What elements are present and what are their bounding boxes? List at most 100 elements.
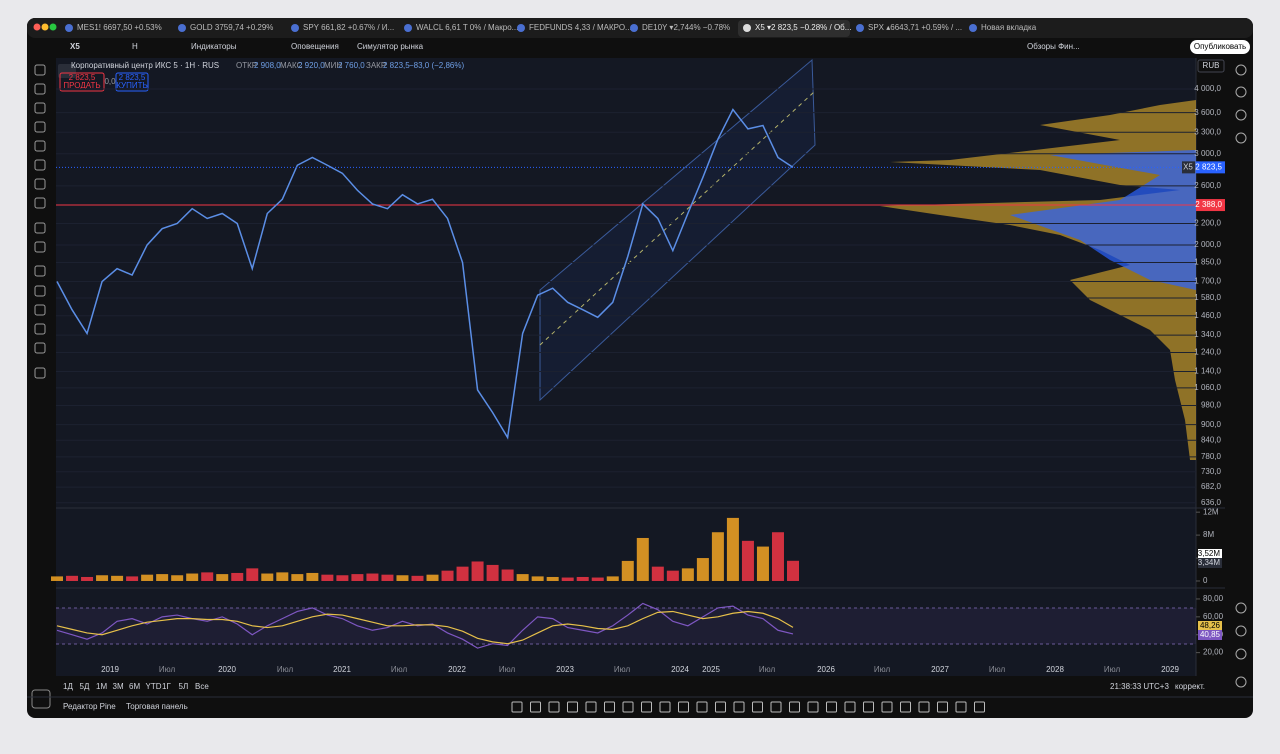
draw-tool-icon[interactable] (622, 701, 634, 713)
draw-tool-icon[interactable] (511, 701, 523, 713)
volume-bar (741, 540, 754, 581)
draw-tool-icon[interactable] (567, 701, 578, 713)
range-button[interactable]: 1Г (162, 682, 171, 691)
draw-tool-icon[interactable] (678, 701, 689, 713)
draw-tool-icon[interactable] (770, 701, 782, 713)
panel-tab[interactable]: Торговая панель (126, 702, 188, 711)
tab-bar (27, 18, 1253, 38)
range-button[interactable]: 6М (129, 682, 140, 691)
drawing-tool[interactable] (34, 140, 46, 152)
currency[interactable]: RUB (1203, 61, 1220, 70)
sidebar-icon[interactable] (1235, 676, 1247, 688)
panel-tab[interactable]: Редактор Pine (63, 702, 116, 711)
y-tick-label: 4 000,0 (1194, 84, 1221, 93)
x-tick-label: 2024 (671, 665, 689, 674)
drawing-tool[interactable] (34, 102, 46, 114)
draw-tool-icon[interactable] (715, 701, 726, 713)
drawing-tool[interactable] (34, 222, 46, 234)
draw-tool-icon[interactable] (881, 701, 893, 713)
range-button[interactable]: 1М (96, 682, 107, 691)
range-button[interactable]: 5Л (179, 682, 189, 691)
rsi-tick-label: 80,00 (1203, 594, 1224, 603)
level-label: 2 388,0 (1195, 200, 1222, 209)
volume-bar (561, 577, 574, 581)
drawing-tool[interactable] (34, 83, 46, 95)
overviews-button[interactable]: Обзоры Фин... (1027, 42, 1080, 51)
drawing-tool[interactable] (34, 159, 46, 171)
y-tick-label: 840,0 (1201, 435, 1222, 444)
sidebar-icon[interactable] (1235, 64, 1247, 76)
draw-tool-icon[interactable] (863, 701, 874, 713)
drawing-tool[interactable] (34, 197, 46, 209)
volume-bar (681, 568, 694, 581)
draw-tool-icon[interactable] (974, 701, 985, 713)
favorites[interactable] (31, 689, 51, 709)
draw-tool-icon[interactable] (918, 701, 930, 713)
drawing-tool[interactable] (34, 121, 46, 133)
sidebar-icon[interactable] (1235, 86, 1247, 98)
ohlc-low-label: МИН (324, 61, 342, 70)
publish-button[interactable] (1190, 40, 1250, 54)
publish-label[interactable]: Опубликовать (1194, 42, 1246, 51)
y-tick-label: 980,0 (1201, 401, 1222, 410)
draw-tool-icon[interactable] (789, 701, 800, 713)
draw-tool-icon[interactable] (696, 701, 708, 713)
drawing-tool[interactable] (34, 265, 46, 277)
last-price-tag (1196, 161, 1225, 174)
draw-tool-icon[interactable] (659, 701, 671, 713)
alerts-button[interactable]: Оповещения (291, 42, 339, 51)
symbol-search[interactable]: X5 (70, 42, 80, 51)
active-tab[interactable] (738, 20, 850, 37)
sidebar-icon[interactable] (1235, 625, 1247, 637)
indicators-button[interactable]: Индикаторы (191, 42, 237, 51)
drawing-tool[interactable] (34, 241, 46, 253)
volume-tick-label: 0 (1203, 576, 1208, 585)
replay-button[interactable]: Симулятор рынка (357, 42, 424, 51)
drawing-tool[interactable] (34, 285, 46, 297)
draw-tool-icon[interactable] (937, 701, 948, 713)
draw-tool-icon[interactable] (641, 701, 652, 713)
drawing-tool[interactable] (34, 64, 46, 76)
draw-tool-icon[interactable] (844, 701, 856, 713)
draw-tool-icon[interactable] (752, 701, 763, 713)
volume-bar (726, 517, 739, 581)
parallel-channel[interactable] (539, 58, 816, 402)
range-button[interactable]: Все (195, 682, 209, 691)
sell-button[interactable] (59, 72, 105, 92)
drawing-tool[interactable] (34, 304, 46, 316)
buy-price: 2 823,5 (119, 73, 146, 82)
drawing-tool[interactable] (34, 342, 46, 354)
range-button[interactable]: YTD (146, 682, 162, 691)
draw-tool-icon[interactable] (807, 701, 819, 713)
draw-tool-icon[interactable] (604, 701, 615, 713)
volume-value-tag (1198, 549, 1222, 559)
draw-tool-icon[interactable] (733, 701, 745, 713)
close-dot[interactable] (33, 23, 41, 31)
sidebar-icon[interactable] (1235, 602, 1247, 614)
drawing-tool[interactable] (34, 323, 46, 335)
currency-box[interactable] (1197, 59, 1225, 73)
cursor-tool[interactable] (58, 64, 76, 78)
draw-tool-icon[interactable] (900, 701, 911, 713)
y-tick-label: 900,0 (1201, 420, 1222, 429)
adjust-button[interactable]: коррект. (1175, 682, 1205, 691)
sidebar-icon[interactable] (1235, 132, 1247, 144)
range-button[interactable]: 5Д (80, 682, 90, 691)
range-button[interactable]: 1Д (63, 682, 73, 691)
min-dot[interactable] (41, 23, 49, 31)
max-dot[interactable] (49, 23, 57, 31)
sidebar-icon[interactable] (1235, 109, 1247, 121)
buy-button[interactable] (115, 72, 149, 92)
x-tick-label: 2028 (1046, 665, 1064, 674)
interval[interactable]: H (132, 42, 138, 51)
drawing-tool[interactable] (34, 367, 46, 379)
draw-tool-icon[interactable] (826, 701, 837, 713)
volume-bar (711, 532, 724, 581)
draw-tool-icon[interactable] (955, 701, 967, 713)
drawing-tool[interactable] (34, 178, 46, 190)
range-button[interactable]: 3М (113, 682, 124, 691)
sidebar-icon[interactable] (1235, 648, 1247, 660)
draw-tool-icon[interactable] (548, 701, 560, 713)
draw-tool-icon[interactable] (585, 701, 597, 713)
draw-tool-icon[interactable] (530, 701, 541, 713)
